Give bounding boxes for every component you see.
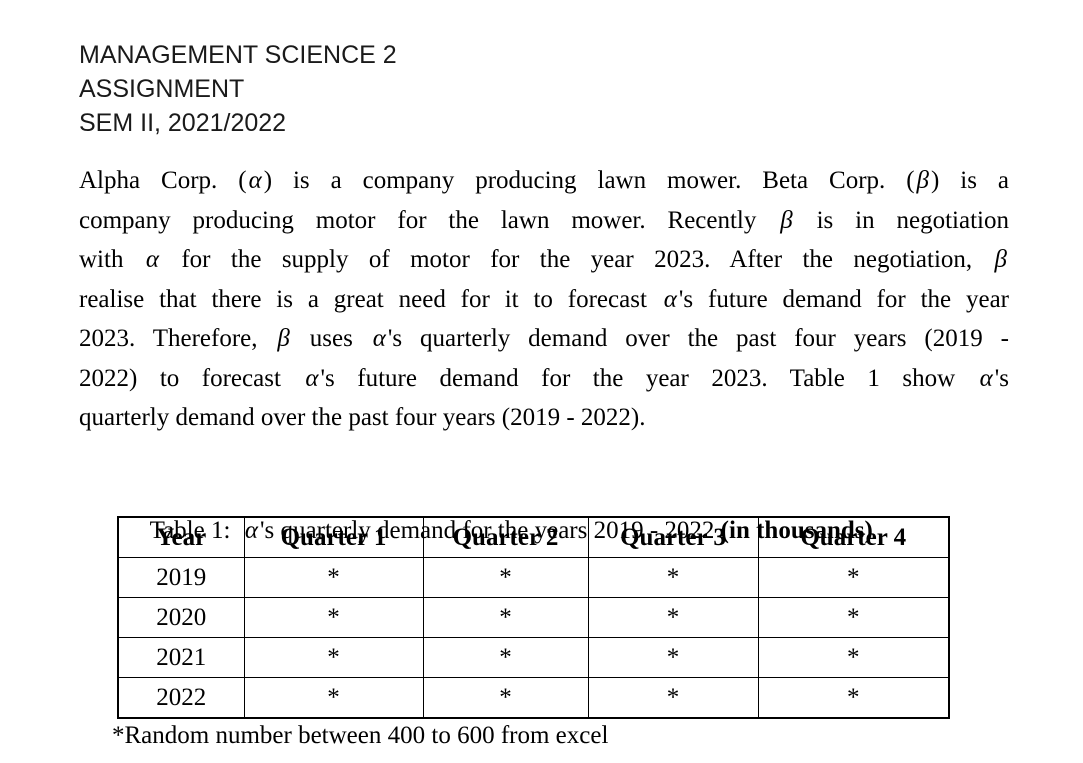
semester-label: SEM II, 2021/2022: [79, 109, 287, 137]
paragraph-line: quarterly demand over the past four year…: [79, 404, 646, 431]
greek-symbol: α: [145, 246, 159, 273]
demand-cell: *: [587, 557, 759, 598]
table-row-2020: 2020 * * * *: [117, 597, 950, 638]
column-header-quarter-3: Quarter 3: [587, 516, 759, 558]
greek-symbol: β: [277, 325, 290, 352]
demand-cell: *: [757, 677, 950, 719]
year-cell: 2022: [117, 677, 245, 719]
table-header-row: Year Quarter 1 Quarter 2 Quarter 3 Quart…: [117, 516, 950, 558]
demand-cell: *: [243, 557, 424, 598]
table-row-2022: 2022 * * * *: [117, 677, 950, 719]
table-row-2021: 2021 * * * *: [117, 637, 950, 678]
demand-cell: *: [422, 597, 589, 638]
demand-cell: *: [587, 677, 759, 719]
demand-cell: *: [243, 597, 424, 638]
paragraph-line: Alpha Corp. (α) is a company producing l…: [79, 167, 1009, 194]
demand-cell: *: [757, 557, 950, 598]
demand-cell: *: [422, 677, 589, 719]
paragraph-line: realise that there is a great need for i…: [79, 285, 1010, 313]
greek-symbol: β: [780, 206, 793, 234]
intro-paragraph: Alpha Corp. (α) is a company producing l…: [79, 161, 1009, 438]
demand-cell: *: [587, 637, 759, 678]
demand-cell: *: [243, 677, 424, 719]
column-header-quarter-4: Quarter 4: [757, 516, 950, 558]
paragraph-line: company producing motor for the lawn mow…: [79, 206, 1009, 234]
demand-cell: *: [587, 597, 759, 638]
paragraph-line: 2022) to forecast α's future demand for …: [79, 364, 1009, 392]
year-cell: 2020: [117, 597, 245, 638]
paragraph-line: 2023. Therefore, β uses α's quarterly de…: [79, 325, 1009, 352]
demand-cell: *: [422, 557, 589, 598]
document-header: MANAGEMENT SCIENCE 2 ASSIGNMENT SEM II, …: [79, 38, 397, 140]
greek-symbol: β: [994, 246, 1007, 273]
demand-cell: *: [243, 637, 424, 678]
greek-symbol: α: [979, 364, 993, 392]
assignment-label: ASSIGNMENT: [79, 75, 245, 103]
year-cell: 2019: [117, 557, 245, 598]
table-row-2019: 2019 * * * *: [117, 557, 950, 598]
table-footnote: *Random number between 400 to 600 from e…: [112, 722, 609, 749]
demand-cell: *: [757, 597, 950, 638]
demand-table: Year Quarter 1 Quarter 2 Quarter 3 Quart…: [117, 516, 950, 719]
column-header-quarter-2: Quarter 2: [422, 516, 589, 558]
demand-cell: *: [422, 637, 589, 678]
column-header-year: Year: [117, 516, 245, 558]
greek-symbol: α: [663, 285, 677, 313]
demand-cell: *: [757, 637, 950, 678]
greek-symbol: α: [372, 325, 386, 352]
year-cell: 2021: [117, 637, 245, 678]
course-title: MANAGEMENT SCIENCE 2: [79, 41, 397, 69]
greek-symbol: α: [248, 167, 262, 194]
paragraph-line: with α for the supply of motor for the y…: [79, 246, 1007, 273]
greek-symbol: β: [916, 167, 929, 194]
greek-symbol: α: [305, 364, 319, 392]
column-header-quarter-1: Quarter 1: [243, 516, 424, 558]
